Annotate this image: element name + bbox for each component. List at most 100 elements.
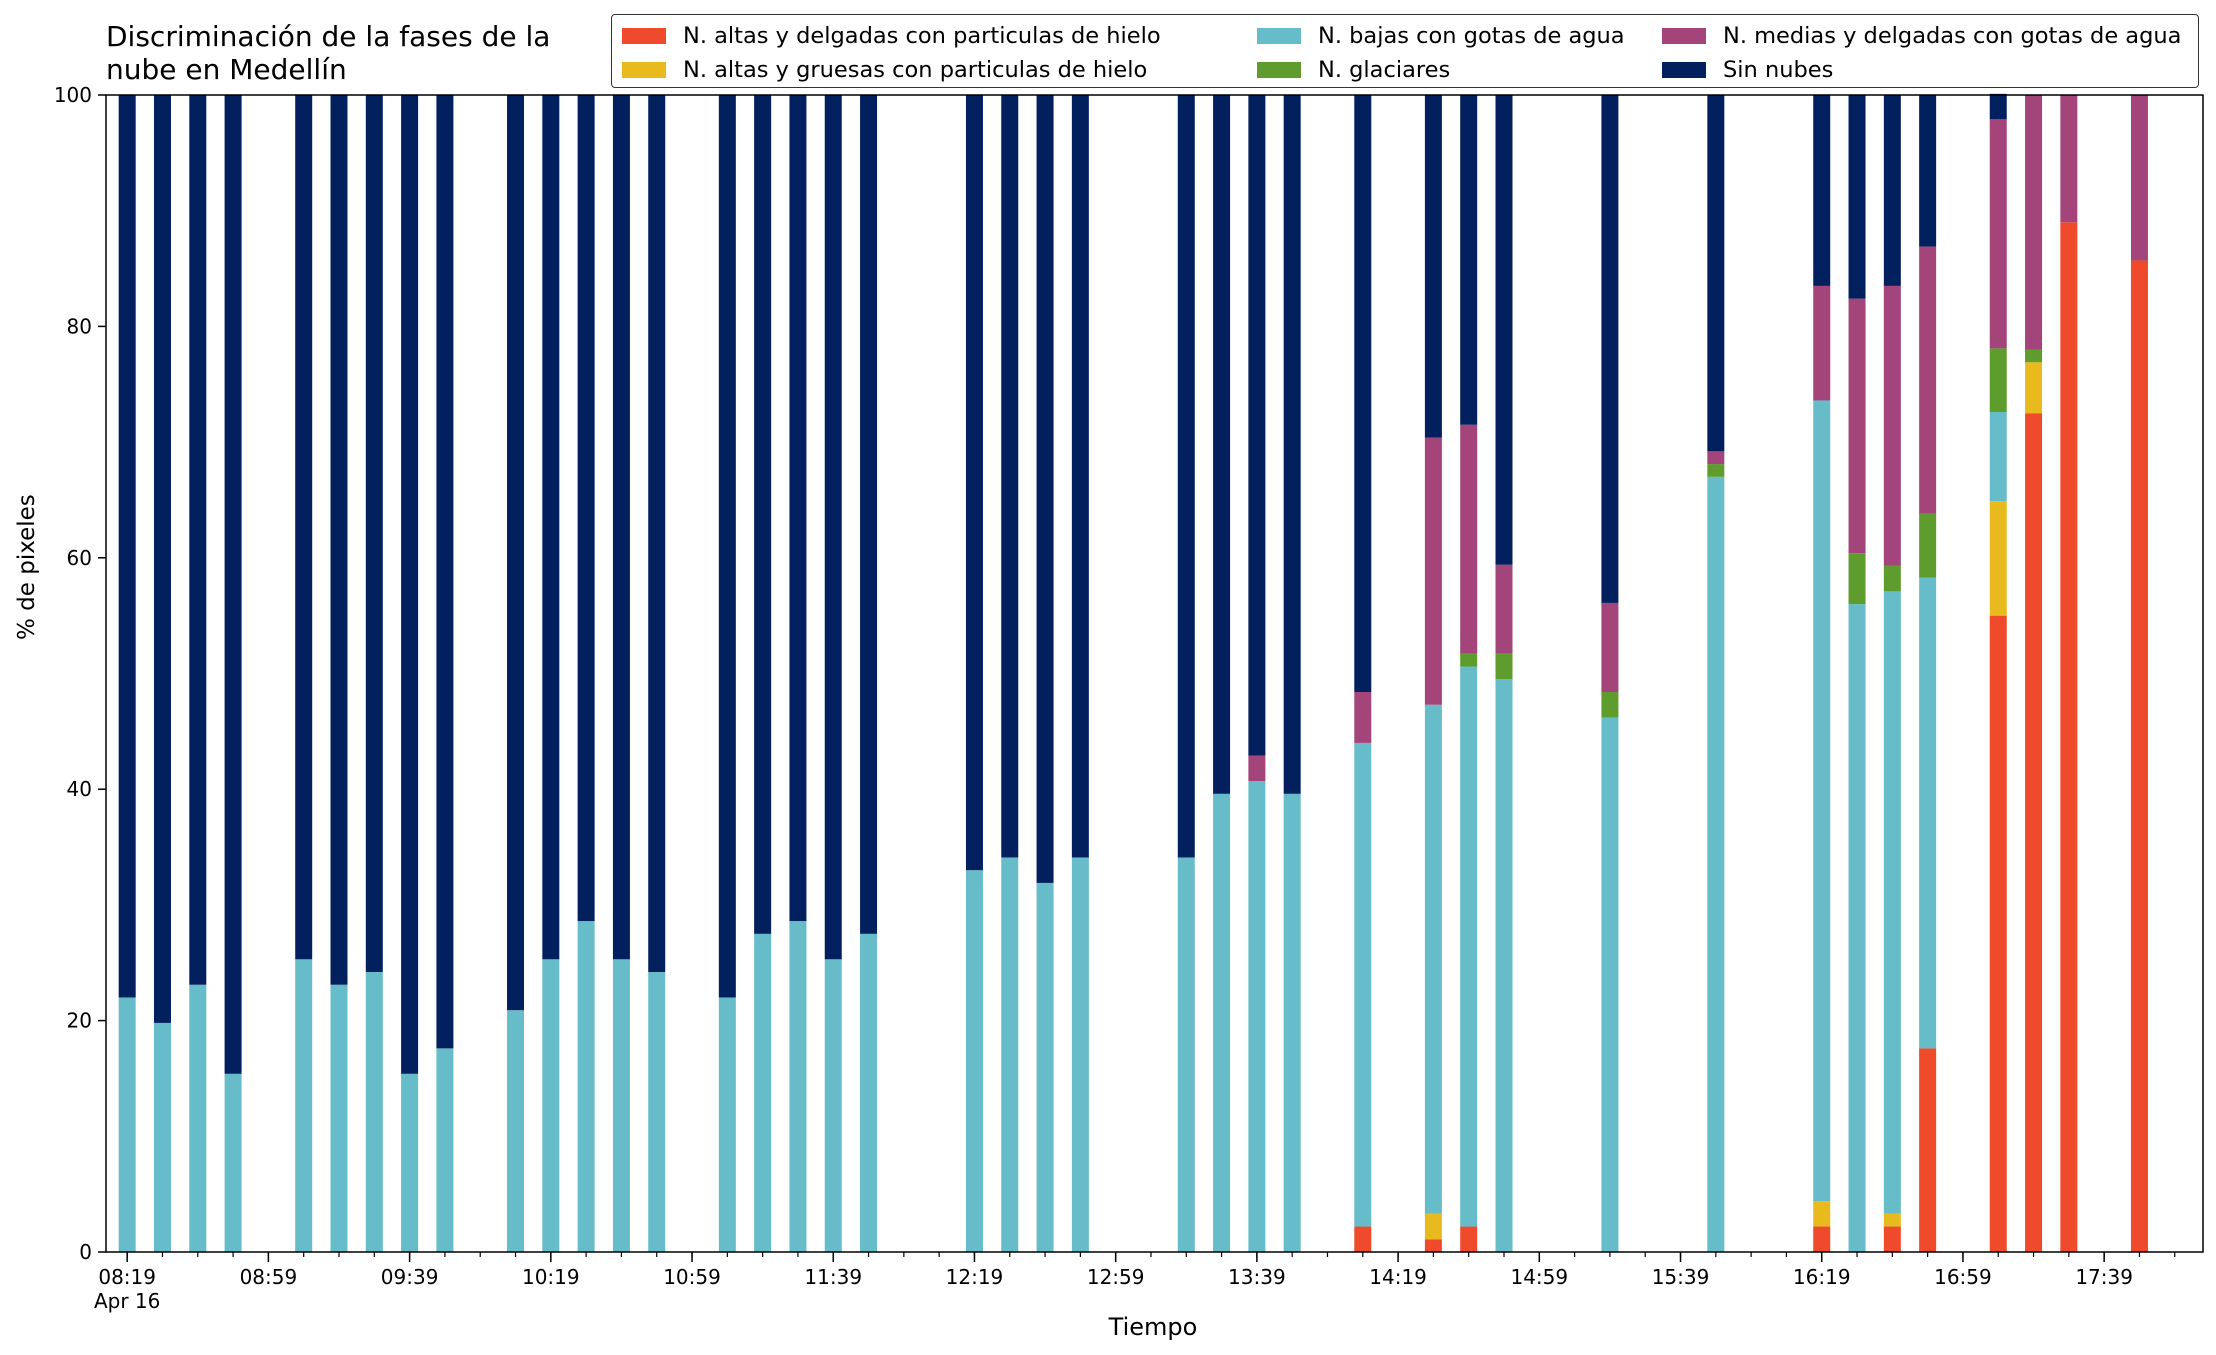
bar-segment <box>2025 362 2043 414</box>
legend-item: Sin nubes <box>1662 57 1833 83</box>
bar-segment <box>1848 604 1866 1252</box>
bar-segment <box>436 1048 454 1252</box>
bar-segment <box>1213 95 1231 794</box>
bar-segment <box>1601 717 1619 1252</box>
bar-segment <box>542 959 560 1252</box>
bar-segment <box>718 95 736 998</box>
legend-swatch <box>622 28 666 44</box>
bar-segment <box>1354 1226 1372 1252</box>
bar-segment <box>401 1073 419 1252</box>
bar-segment <box>824 959 842 1252</box>
x-tick-label: 16:19 <box>1793 1265 1851 1289</box>
legend-swatch <box>1257 62 1301 78</box>
legend-swatch <box>1257 28 1301 44</box>
bar-segment <box>648 95 666 973</box>
bar-segment <box>1001 857 1019 1252</box>
bar-segment <box>542 95 560 960</box>
bar-segment <box>1283 793 1301 1252</box>
bar-segment <box>1354 742 1372 1227</box>
bar-segment <box>1354 95 1372 693</box>
bar-segment <box>1919 95 1937 247</box>
legend-swatch <box>1662 62 1706 78</box>
x-tick-label: 15:39 <box>1652 1265 1710 1289</box>
bar-segment <box>1213 793 1231 1252</box>
bar-segment <box>1177 857 1195 1252</box>
bar-segment <box>2130 95 2148 261</box>
x-tick-label: 16:59 <box>1934 1265 1992 1289</box>
plot-frame <box>105 94 2204 1253</box>
bar-segment <box>189 95 207 985</box>
bar-segment <box>577 95 595 922</box>
bar-segment <box>189 984 207 1252</box>
bar-segment <box>577 921 595 1252</box>
bar-segment <box>612 95 630 960</box>
bar-segment <box>1883 95 1901 286</box>
bar-segment <box>1989 119 2007 349</box>
bar-segment <box>754 95 772 934</box>
bar-segment <box>1813 285 1831 401</box>
y-tick-label: 0 <box>79 1240 92 1264</box>
bar-segment <box>2060 222 2078 1252</box>
bar-segment <box>1707 464 1725 477</box>
bar-segment <box>789 921 807 1252</box>
bar-segment <box>330 95 348 985</box>
bar-segment <box>612 959 630 1252</box>
chart-title: Discriminación de la fases de la nube en… <box>106 20 551 86</box>
y-tick-label: 40 <box>67 777 92 801</box>
bar-segment <box>2025 413 2043 1252</box>
bar-segment <box>330 984 348 1252</box>
x-tick-label: 09:39 <box>381 1265 439 1289</box>
x-tick-label: 12:59 <box>1087 1265 1145 1289</box>
bar-segment <box>1036 95 1054 883</box>
x-axis-label: Tiempo <box>1108 1313 1198 1341</box>
bar-segment <box>1707 95 1725 452</box>
legend-label: N. altas y gruesas con particulas de hie… <box>683 57 1148 83</box>
legend-item: N. altas y delgadas con particulas de hi… <box>622 23 1161 49</box>
bar-segment <box>1707 451 1725 465</box>
legend: N. altas y delgadas con particulas de hi… <box>611 14 2199 88</box>
bar-segment <box>1989 348 2007 413</box>
bar-segment <box>754 933 772 1252</box>
bar-segment <box>789 95 807 922</box>
bar-segment <box>1460 1226 1478 1252</box>
bar-segment <box>1813 400 1831 1202</box>
bar-segment <box>1883 1226 1901 1252</box>
bar-segment <box>1989 412 2007 502</box>
bar-segment <box>1248 755 1266 782</box>
bar-segment <box>365 95 383 973</box>
bar-segment <box>1424 1213 1442 1240</box>
y-tick-label: 80 <box>67 314 92 338</box>
legend-label: Sin nubes <box>1723 57 1834 83</box>
bar-segment <box>1495 679 1513 1252</box>
x-tick-label: 08:19 <box>98 1265 156 1289</box>
y-tick-label: 60 <box>67 546 92 570</box>
bar-segment <box>1601 95 1619 603</box>
bar-segment <box>153 95 171 1023</box>
bar-segment <box>860 933 878 1252</box>
x-tick-sublabel: Apr 16 <box>94 1289 160 1313</box>
bar-segment <box>1848 298 1866 554</box>
bar-segment <box>1813 1226 1831 1252</box>
bar-segment <box>1495 95 1513 565</box>
bar-segment <box>1354 692 1372 743</box>
bar-segment <box>507 95 525 1011</box>
legend-label: N. medias y delgadas con gotas de agua <box>1723 23 2182 49</box>
bar-segment <box>1919 246 1937 514</box>
bar-segment <box>1813 95 1831 286</box>
bar-segment <box>1460 95 1478 425</box>
x-tick-label: 08:59 <box>240 1265 298 1289</box>
bar-segment <box>1460 666 1478 1227</box>
bar-segment <box>2130 260 2148 1252</box>
bar-segment <box>718 997 736 1252</box>
bar-segment <box>1919 577 1937 1049</box>
x-tick-label: 11:39 <box>804 1265 862 1289</box>
x-tick-label: 12:19 <box>946 1265 1004 1289</box>
bar-segment <box>1883 1213 1901 1227</box>
bar-segment <box>1248 781 1266 1252</box>
bar-segment <box>1989 615 2007 1252</box>
bar-segment <box>1424 1239 1442 1252</box>
bar-segment <box>1813 1201 1831 1227</box>
bar-segment <box>1495 653 1513 680</box>
legend-label: N. altas y delgadas con particulas de hi… <box>683 23 1161 49</box>
